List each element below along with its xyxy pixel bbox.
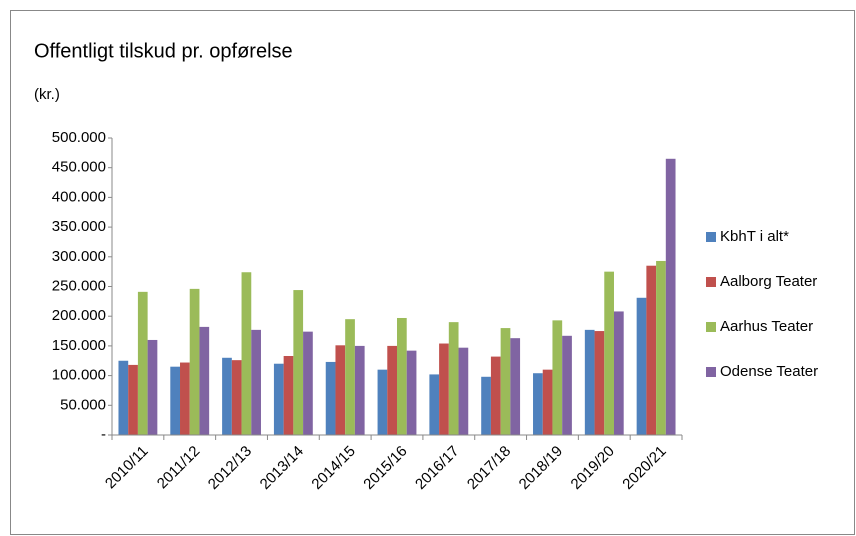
bar: [481, 376, 491, 435]
bar: [128, 364, 138, 435]
legend-swatch: [706, 232, 716, 242]
bar: [510, 338, 521, 435]
bar: [397, 317, 407, 435]
y-tick-label: 500.000: [52, 129, 106, 146]
legend-label: KbhT i alt*: [720, 228, 789, 245]
legend-swatch: [706, 367, 716, 377]
bar: [137, 291, 148, 435]
bar: [377, 369, 388, 435]
bar: [231, 360, 242, 435]
bar: [273, 363, 284, 435]
bar: [180, 362, 190, 435]
bar: [458, 347, 469, 435]
bar: [448, 322, 459, 435]
bar: [241, 272, 252, 435]
bar: [293, 290, 304, 435]
bar: [665, 158, 676, 436]
y-tick-label: 50.000: [60, 396, 106, 413]
bar: [354, 345, 365, 435]
bar: [604, 271, 614, 435]
legend-label: Odense Teater: [720, 363, 818, 380]
bar: [533, 373, 543, 435]
bar: [335, 345, 346, 435]
bar: [636, 297, 647, 435]
y-tick-label: 450.000: [52, 159, 106, 176]
bar: [189, 288, 200, 435]
chart-border: [10, 10, 855, 535]
bar: [303, 331, 313, 435]
y-tick-label: 100.000: [52, 367, 106, 384]
y-tick-label: 400.000: [52, 188, 106, 205]
bar: [594, 331, 605, 435]
bar: [199, 326, 210, 435]
y-tick-label: 200.000: [52, 307, 106, 324]
bar: [222, 357, 232, 435]
bar: [406, 350, 417, 435]
bar: [439, 343, 449, 435]
bar: [562, 335, 572, 435]
y-tick-label: -: [101, 426, 106, 443]
bar: [646, 265, 657, 435]
y-axis-label: (kr.): [34, 86, 60, 103]
bar: [490, 356, 501, 435]
bar: [584, 329, 595, 435]
bar: [325, 361, 336, 435]
y-tick-label: 150.000: [52, 337, 106, 354]
bar: [656, 260, 666, 435]
bar: [542, 369, 553, 435]
bar: [118, 360, 129, 435]
bar: [170, 366, 181, 435]
bar: [500, 328, 511, 435]
bar: [613, 311, 624, 435]
bar: [429, 374, 440, 435]
legend-label: Aalborg Teater: [720, 273, 817, 290]
bar: [345, 319, 355, 435]
bar: [147, 339, 158, 435]
bar: [283, 355, 294, 435]
legend-label: Aarhus Teater: [720, 318, 813, 335]
legend-swatch: [706, 277, 716, 287]
chart-title: Offentligt tilskud pr. opførelse: [34, 40, 293, 62]
legend-swatch: [706, 322, 716, 332]
bar: [387, 345, 397, 435]
y-tick-label: 350.000: [52, 218, 106, 235]
bar: [552, 320, 563, 435]
bar: [251, 329, 261, 435]
y-tick-label: 250.000: [52, 277, 106, 294]
y-tick-label: 300.000: [52, 248, 106, 265]
